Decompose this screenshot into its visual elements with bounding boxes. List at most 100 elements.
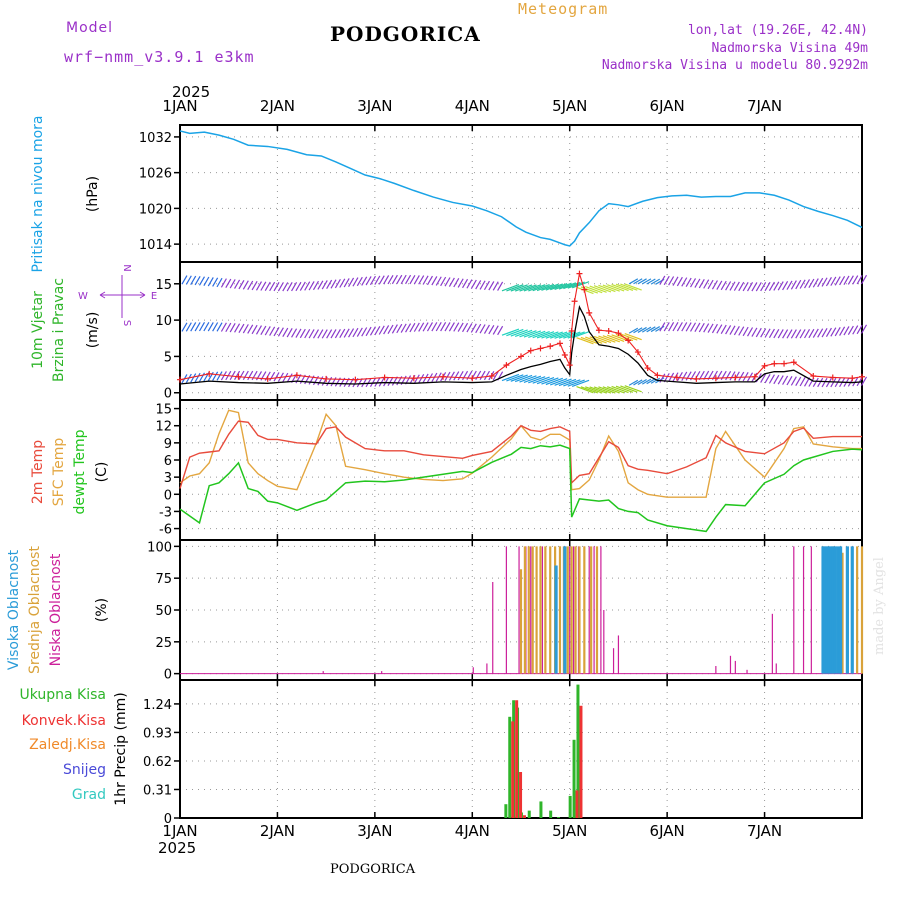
- wind-barb: [825, 327, 832, 337]
- wind-barb: [448, 277, 455, 287]
- wind-barb: [620, 385, 638, 393]
- compass-e: E: [151, 291, 157, 302]
- wind-barb: [641, 278, 652, 285]
- ytick-label-clouds: 100: [147, 540, 172, 555]
- dewpt-temp-line: [179, 444, 863, 533]
- wind-barb: [681, 322, 688, 332]
- wind-barb: [852, 325, 859, 335]
- model-label: Model: [66, 20, 114, 36]
- wind-barb: [348, 277, 355, 287]
- wind-barb: [607, 334, 625, 342]
- wind-barb: [483, 370, 490, 381]
- wind-barb: [374, 275, 381, 285]
- wind-barb: [532, 284, 550, 292]
- wind-barb: [637, 278, 647, 285]
- wind-barb: [830, 327, 837, 337]
- wind-barb: [435, 276, 442, 286]
- wind-barb: [725, 325, 732, 335]
- ytick-label-temperature: 12: [155, 420, 172, 435]
- wind-barb: [624, 283, 642, 291]
- wind-barb: [444, 371, 451, 382]
- wind-barb: [242, 280, 249, 290]
- date-label-top: 3JAN: [357, 97, 392, 115]
- wind-barb: [479, 280, 486, 290]
- wind-barb: [707, 323, 714, 333]
- wind-gust-marker: [625, 337, 632, 344]
- precip-legend-1: Konvek.Kisa: [22, 713, 106, 729]
- wind-barb: [475, 323, 482, 334]
- wind-barb: [501, 284, 520, 292]
- wind-barb: [418, 322, 425, 332]
- wind-barb: [431, 276, 438, 286]
- wind-barb: [847, 325, 854, 335]
- product-title: Meteogram: [518, 0, 609, 18]
- wind-barb: [545, 377, 563, 386]
- dewpt-temp-title: dewpt Temp: [72, 429, 88, 514]
- wind-barb: [589, 285, 607, 293]
- wind-barb: [260, 325, 267, 335]
- wind-barb: [641, 378, 652, 385]
- ytick-label-temperature: 3: [164, 471, 172, 486]
- wind-barb: [299, 328, 306, 339]
- wind-gust-marker: [732, 374, 739, 381]
- wind-barb: [528, 376, 546, 384]
- wind-barb: [251, 324, 258, 335]
- wind-barb: [514, 329, 533, 337]
- wind-barb: [764, 373, 771, 384]
- wind-barb: [747, 327, 754, 337]
- wind-barb: [497, 325, 504, 336]
- wind-barb: [790, 376, 797, 386]
- wind-barb: [646, 278, 656, 285]
- wind-barb: [413, 322, 420, 332]
- wind-barb: [269, 326, 276, 336]
- wind-gust-marker: [810, 373, 817, 380]
- wind-barb: [418, 275, 425, 285]
- wind-barb: [729, 325, 736, 335]
- date-label-top: 4JAN: [455, 97, 490, 115]
- wind-barb: [506, 328, 524, 337]
- wind-barb: [308, 329, 315, 339]
- wind-gust-marker: [644, 365, 651, 372]
- wind-barb: [550, 378, 568, 386]
- wind-barb: [795, 329, 802, 339]
- wind-barb: [738, 326, 745, 336]
- wind-barb: [856, 275, 863, 285]
- ytick-label-temperature: 9: [164, 437, 172, 452]
- panel-frame-temperature: [179, 399, 863, 541]
- wind-barb: [668, 276, 675, 286]
- ytick-label-pressure: 1020: [139, 202, 172, 217]
- wind-barb: [343, 278, 350, 288]
- wind-barb: [589, 336, 607, 344]
- wind-barb: [190, 322, 197, 332]
- wind-barb: [506, 284, 524, 292]
- wind-barb: [229, 279, 236, 289]
- wind-barb: [624, 385, 642, 393]
- wind-barb: [462, 370, 469, 381]
- wind-barb: [378, 377, 385, 387]
- temp-2m-line: [179, 420, 862, 489]
- wind-barb: [479, 370, 486, 381]
- wind-barb: [650, 278, 661, 285]
- ytick-label-wind: 0: [164, 387, 172, 402]
- wind-barb: [628, 327, 639, 334]
- wind-barb: [247, 370, 254, 381]
- wind-barb: [444, 322, 451, 332]
- wind-barb: [457, 278, 464, 288]
- wind-barb: [860, 324, 868, 334]
- wind-barb: [431, 322, 438, 332]
- wind-barb: [711, 280, 718, 290]
- wind-barb: [225, 278, 232, 289]
- wind-barb: [803, 329, 811, 339]
- wind-barb: [365, 326, 372, 337]
- precip-bar-convective: [515, 700, 519, 818]
- wind-barb: [694, 278, 701, 288]
- wind-barb: [550, 331, 568, 339]
- wind-gust-marker: [595, 327, 602, 334]
- wind-barb: [852, 275, 859, 285]
- wind-barb: [764, 328, 771, 338]
- wind-barb: [729, 371, 736, 381]
- ytick-label-temperature: 6: [164, 454, 172, 469]
- wind-barb: [413, 374, 420, 384]
- wind-barb: [725, 371, 732, 381]
- wind-barb: [607, 386, 625, 394]
